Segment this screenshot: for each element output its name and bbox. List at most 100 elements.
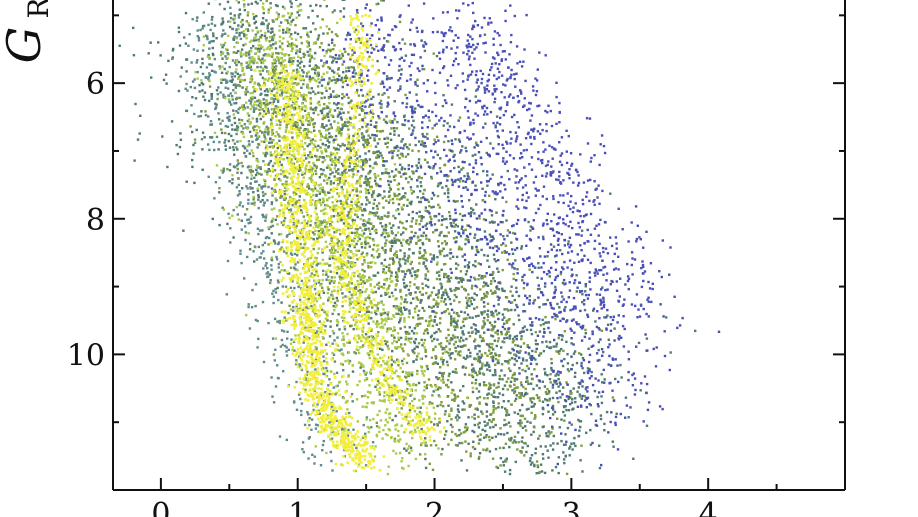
data-point xyxy=(316,237,319,240)
data-point xyxy=(317,77,320,81)
data-point xyxy=(261,213,264,217)
data-point xyxy=(264,103,267,107)
data-point xyxy=(338,328,341,331)
data-point xyxy=(476,373,479,377)
data-point xyxy=(490,420,493,424)
data-point xyxy=(433,319,436,322)
data-point xyxy=(424,257,427,261)
data-point xyxy=(237,16,241,19)
data-point xyxy=(435,277,439,281)
data-point xyxy=(347,375,350,378)
data-point xyxy=(397,261,401,264)
data-point xyxy=(420,215,423,218)
data-point xyxy=(362,423,365,427)
data-point xyxy=(245,54,248,57)
data-point xyxy=(271,27,274,30)
data-point xyxy=(377,253,381,257)
data-point xyxy=(218,65,221,68)
data-point xyxy=(307,120,310,123)
data-point xyxy=(399,336,403,340)
data-point xyxy=(443,163,447,166)
data-point xyxy=(232,18,235,21)
data-point xyxy=(311,453,314,456)
data-point xyxy=(521,426,525,429)
data-point xyxy=(229,16,233,20)
data-point xyxy=(256,50,260,53)
data-point xyxy=(369,283,372,286)
data-point xyxy=(306,185,309,188)
data-point xyxy=(492,356,495,359)
data-point xyxy=(235,51,238,54)
data-point xyxy=(438,371,441,374)
data-point xyxy=(480,248,483,252)
data-point xyxy=(392,214,395,218)
data-point xyxy=(330,126,333,130)
data-point xyxy=(414,273,417,277)
data-point xyxy=(405,269,409,273)
data-point xyxy=(432,254,435,257)
data-point xyxy=(464,344,467,347)
data-point xyxy=(310,188,313,191)
data-point xyxy=(521,446,524,449)
data-point xyxy=(256,2,259,5)
data-point xyxy=(256,227,260,230)
data-point xyxy=(280,56,283,60)
data-point xyxy=(262,250,265,253)
data-point xyxy=(486,423,489,426)
data-point xyxy=(311,118,315,121)
data-point xyxy=(320,84,324,87)
data-point xyxy=(551,386,555,389)
data-point xyxy=(440,287,443,290)
data-point xyxy=(544,164,548,168)
data-point xyxy=(483,420,486,423)
data-point xyxy=(580,444,583,447)
data-point xyxy=(377,215,380,218)
data-point xyxy=(513,411,516,414)
data-point xyxy=(573,436,576,440)
data-point xyxy=(281,5,285,9)
data-point xyxy=(556,302,559,306)
data-point xyxy=(217,118,221,121)
data-point xyxy=(306,213,309,217)
data-point xyxy=(210,63,213,66)
data-point xyxy=(403,343,407,346)
data-point xyxy=(326,155,330,158)
data-point xyxy=(324,116,327,119)
data-point xyxy=(497,432,500,436)
data-point xyxy=(597,348,600,352)
data-point xyxy=(470,326,473,329)
data-point xyxy=(601,381,604,384)
data-point xyxy=(258,108,261,111)
data-point xyxy=(538,354,541,357)
data-point xyxy=(520,362,523,365)
data-point xyxy=(277,242,280,246)
data-point xyxy=(492,389,496,392)
data-point xyxy=(363,303,366,306)
data-point xyxy=(321,229,325,232)
data-point xyxy=(393,437,397,440)
data-point xyxy=(341,338,344,342)
data-point xyxy=(253,125,256,128)
data-point xyxy=(468,297,471,300)
data-point xyxy=(300,368,304,372)
data-point xyxy=(278,271,281,274)
data-point xyxy=(584,388,588,391)
data-point xyxy=(413,235,416,238)
data-point xyxy=(507,351,510,354)
data-point xyxy=(409,225,412,228)
data-point xyxy=(450,391,453,395)
data-point xyxy=(340,244,343,247)
data-point xyxy=(329,180,333,183)
data-point xyxy=(273,69,276,72)
data-point xyxy=(277,177,281,181)
data-point xyxy=(370,317,373,320)
data-point xyxy=(280,91,284,94)
data-point xyxy=(289,342,293,345)
data-point xyxy=(354,162,357,166)
data-point xyxy=(547,456,550,459)
data-point xyxy=(405,241,409,245)
data-point xyxy=(490,279,493,283)
data-point xyxy=(449,222,452,225)
data-point xyxy=(475,203,478,206)
data-point xyxy=(364,246,367,249)
